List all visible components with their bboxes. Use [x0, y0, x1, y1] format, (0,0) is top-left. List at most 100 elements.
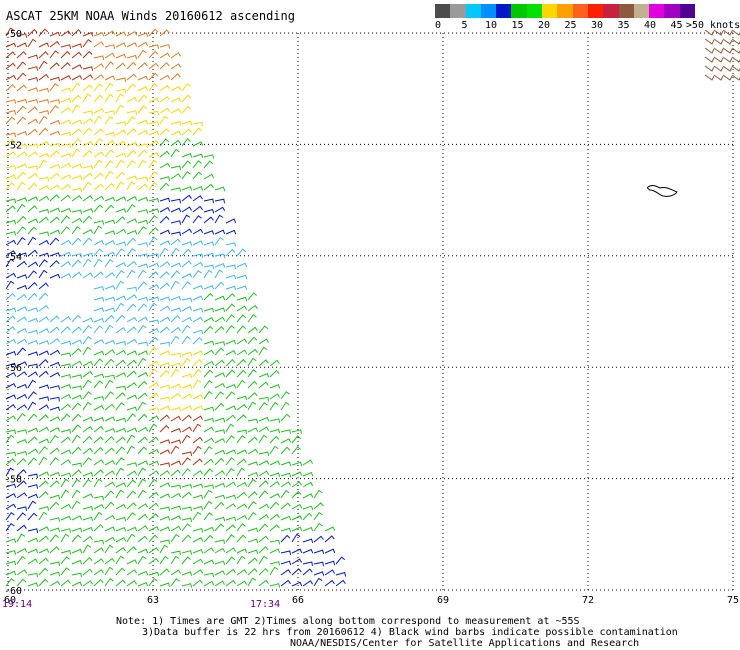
wind-barb [137, 296, 149, 302]
wind-barb [214, 438, 226, 444]
wind-barb [60, 549, 72, 555]
wind-barb [49, 172, 60, 180]
wind-barb [214, 382, 226, 389]
wind-barb [280, 579, 291, 587]
wind-barb [104, 435, 115, 444]
wind-barb [82, 478, 92, 488]
wind-barb [5, 292, 16, 301]
wind-barb [115, 248, 125, 257]
wind-barb [5, 383, 17, 389]
wind-barb [192, 494, 204, 500]
wind-barb [181, 357, 191, 367]
wind-barb [214, 470, 226, 477]
wind-barb [203, 269, 213, 279]
wind-barb [181, 128, 192, 136]
wind-barb [49, 561, 61, 567]
wind-barb [115, 446, 126, 455]
wind-barb [115, 385, 126, 391]
wind-barb [82, 272, 94, 279]
wind-barb [236, 338, 248, 345]
wind-barb [731, 65, 740, 72]
wind-barb [104, 285, 116, 290]
wind-barb [269, 501, 280, 510]
wind-barb [214, 547, 226, 554]
wind-barb [170, 238, 181, 246]
wind-barb [27, 500, 37, 510]
wind-barb [236, 569, 248, 576]
wind-barb [93, 578, 104, 587]
wind-barb [225, 579, 236, 587]
wind-barb [170, 550, 181, 556]
time-label-start: 19:14 [2, 599, 33, 610]
wind-barb [225, 293, 236, 301]
legend-swatch [679, 4, 696, 18]
wind-barb [60, 528, 72, 533]
wind-barb [93, 195, 105, 202]
wind-barb [82, 181, 92, 191]
wind-barb [258, 460, 270, 466]
wind-barb [93, 172, 104, 180]
wind-barb [60, 30, 72, 37]
wind-barb [93, 183, 104, 191]
wind-barb [137, 119, 149, 125]
wind-barb [269, 384, 281, 389]
wind-barb [82, 38, 92, 48]
wind-barb [170, 220, 182, 225]
wind-barb [16, 285, 28, 290]
wind-barb [93, 115, 103, 125]
wind-barb [181, 273, 193, 279]
wind-barb [16, 42, 28, 48]
wind-barb [71, 572, 82, 578]
wind-barb [181, 260, 192, 268]
legend-swatch [435, 4, 451, 18]
wind-barb [115, 31, 127, 37]
wind-barb [137, 149, 148, 158]
wind-barb [258, 381, 269, 389]
wind-barb [137, 159, 147, 169]
wind-barb [148, 491, 159, 499]
wind-barb [82, 535, 93, 543]
wind-barb [313, 489, 323, 499]
wind-barb [203, 445, 213, 455]
wind-barb [16, 480, 27, 488]
wind-barb [236, 262, 248, 268]
wind-barb [93, 63, 105, 70]
wind-barb [247, 577, 257, 587]
wind-barb [49, 416, 61, 422]
wind-barb [225, 556, 236, 565]
wind-barb [159, 414, 170, 422]
wind-barb [126, 61, 137, 70]
wind-barb [104, 140, 116, 147]
legend-tick: 15 [511, 20, 524, 31]
wind-barb [181, 170, 191, 180]
wind-barb [225, 449, 237, 455]
wind-barb [49, 31, 61, 37]
wind-barb [236, 296, 248, 302]
wind-barb [148, 502, 159, 510]
wind-barb [49, 396, 60, 402]
wind-barb [181, 120, 193, 126]
wind-barb [93, 459, 105, 466]
lat-lon-grid [7, 32, 734, 591]
wind-barb [93, 446, 104, 455]
wind-barb [203, 406, 215, 412]
wind-barb [16, 438, 28, 444]
wind-barb [104, 379, 114, 389]
wind-barb [104, 182, 115, 191]
wind-barb [258, 451, 270, 457]
wind-barb [115, 482, 127, 488]
wind-barb [27, 249, 38, 257]
wind-barb [247, 418, 258, 424]
wind-barb [38, 456, 48, 466]
wind-barb [247, 369, 257, 378]
wind-barb [115, 372, 127, 378]
wind-barb [71, 478, 81, 488]
wind-barb [148, 577, 158, 587]
wind-barb [60, 556, 70, 565]
wind-barb [38, 87, 50, 93]
wind-barb [291, 515, 303, 521]
wind-barb [170, 415, 182, 422]
wind-barb [137, 49, 147, 59]
wind-barb [236, 314, 247, 323]
wind-barb [203, 489, 213, 499]
